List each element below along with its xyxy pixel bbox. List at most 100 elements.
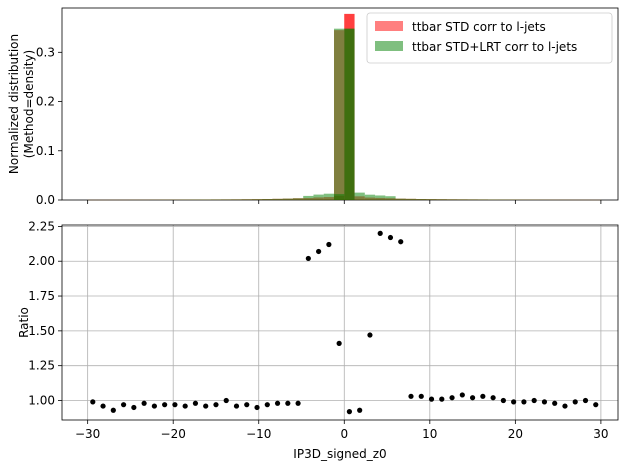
histogram-bar-series-2 <box>313 194 324 200</box>
ratio-x-tick-label: −10 <box>246 427 271 441</box>
histogram-bar-series-2 <box>303 195 314 200</box>
ratio-point <box>274 400 281 406</box>
ratio-point <box>285 400 291 406</box>
ratio-point <box>264 402 270 408</box>
ratio-point <box>120 402 127 408</box>
histogram-bar-series-2 <box>262 199 273 200</box>
ratio-point <box>213 402 219 408</box>
ratio-point <box>131 404 137 411</box>
histogram-y-tick-label: 0.1 <box>36 144 55 158</box>
ratio-point <box>244 402 250 408</box>
ratio-point <box>223 397 229 404</box>
histogram-bar-series-2 <box>375 195 386 200</box>
legend-box <box>366 12 613 64</box>
ratio-point <box>326 241 332 248</box>
ratio-point <box>398 239 404 245</box>
ratio-point <box>254 404 260 411</box>
ratio-point <box>490 395 496 401</box>
ratio-y-axis-label: Ratio <box>17 307 31 338</box>
ratio-point <box>295 400 301 406</box>
legend-entry-label: ttbar STD+LRT corr to l-jets <box>412 40 577 54</box>
ratio-y-tick-label: 1.50 <box>28 324 55 338</box>
histogram-panel: 0.0 0.1 0.2 0.3 Normalized distribution(Met… <box>7 7 619 207</box>
ratio-point <box>418 393 424 399</box>
ratio-point <box>305 255 311 262</box>
ratio-point <box>552 400 558 406</box>
ratio-point <box>500 397 506 404</box>
ratio-panel: 1.00 1.25 1.50 1.75 2.00 2.25 −30 −20 −10 0 10 20 3… <box>17 219 619 461</box>
histogram-y-tick-label: 0.2 <box>36 95 55 109</box>
histogram-y-axis-label-line: Normalized distribution <box>7 34 21 174</box>
histogram-bar-series-2 <box>251 199 263 200</box>
histogram-bar-series-2 <box>436 199 447 200</box>
histogram-bar-series-2 <box>405 198 417 200</box>
histogram-bar-series-2 <box>457 199 468 200</box>
histogram-bar-series-2 <box>426 199 437 200</box>
ratio-point <box>336 340 342 346</box>
histogram-bar-series-2 <box>282 198 293 200</box>
ratio-point <box>377 230 383 236</box>
histogram-bar-series-2 <box>272 198 283 200</box>
ratio-point <box>316 248 322 255</box>
ratio-grid <box>62 225 618 420</box>
ratio-point <box>151 403 157 409</box>
histogram-bar-series-2 <box>241 199 252 200</box>
ratio-point <box>511 399 517 405</box>
histogram-bar-series-2 <box>364 194 376 200</box>
ratio-point <box>541 399 548 405</box>
ratio-x-tick-label: 10 <box>422 427 437 441</box>
ratio-point <box>110 407 116 413</box>
legend-swatch <box>375 41 403 51</box>
histogram-bar-series-2 <box>416 199 427 200</box>
legend-entry-label: ttbar STD corr to l-jets <box>412 20 546 34</box>
ratio-point <box>572 399 578 405</box>
ratio-point <box>100 403 106 409</box>
histogram-bar-series-2 <box>323 193 335 200</box>
ratio-points <box>90 230 599 415</box>
ratio-y-ticks: 1.00 1.25 1.50 1.75 2.00 2.25 <box>28 219 62 408</box>
histogram-bar-series-2 <box>467 199 478 200</box>
ratio-point <box>439 396 445 402</box>
histogram-y-ticks: 0.0 0.1 0.2 0.3 <box>36 45 62 207</box>
legend-swatch <box>375 21 403 31</box>
ratio-x-tick-label: 30 <box>593 427 608 441</box>
histogram-bar-series-2 <box>210 199 222 200</box>
histogram-bar-series-2 <box>292 198 304 200</box>
histogram-peak-bar-series-2 <box>344 28 355 200</box>
ratio-y-tick-label: 2.00 <box>28 254 55 268</box>
histogram-y-tick-label: 0.3 <box>36 45 55 59</box>
histogram-bar-series-2 <box>354 192 365 200</box>
ratio-y-tick-label: 2.25 <box>28 219 55 233</box>
ratio-y-tick-label: 1.75 <box>28 289 55 303</box>
x-axis-label: IP3D_signed_z0 <box>293 447 386 461</box>
histogram-y-axis-label: Normalized distribution(Method=density) <box>7 34 36 174</box>
ratio-point <box>346 409 353 415</box>
ratio-point <box>162 402 168 408</box>
ratio-point <box>428 396 435 402</box>
histogram-bar-series-2 <box>231 199 242 200</box>
ratio-point <box>172 402 178 408</box>
histogram-y-tick-label: 0.0 <box>36 193 55 207</box>
histogram-peak-bar-series-2 <box>334 28 345 200</box>
histogram-x-ticks <box>87 200 602 204</box>
ratio-point <box>582 397 589 404</box>
ratio-point <box>192 400 199 406</box>
histogram-bar-series-2 <box>477 199 488 200</box>
ratio-point <box>233 403 240 409</box>
ratio-y-tick-label: 1.00 <box>28 394 55 408</box>
ratio-x-tick-label: −20 <box>161 427 186 441</box>
ratio-point <box>182 403 188 409</box>
ratio-point <box>480 393 486 399</box>
ratio-axes-frame <box>61 224 619 421</box>
histogram-bars <box>87 13 601 201</box>
ratio-point <box>203 403 209 409</box>
ratio-point <box>449 395 455 401</box>
ratio-point <box>459 392 465 398</box>
ratio-point <box>593 402 599 408</box>
ratio-y-tick-label: 1.25 <box>28 359 55 373</box>
legend: ttbar STD corr to l-jets ttbar STD+LRT co… <box>366 12 613 64</box>
ratio-point <box>562 403 568 409</box>
ratio-x-tick-label: 20 <box>508 427 523 441</box>
